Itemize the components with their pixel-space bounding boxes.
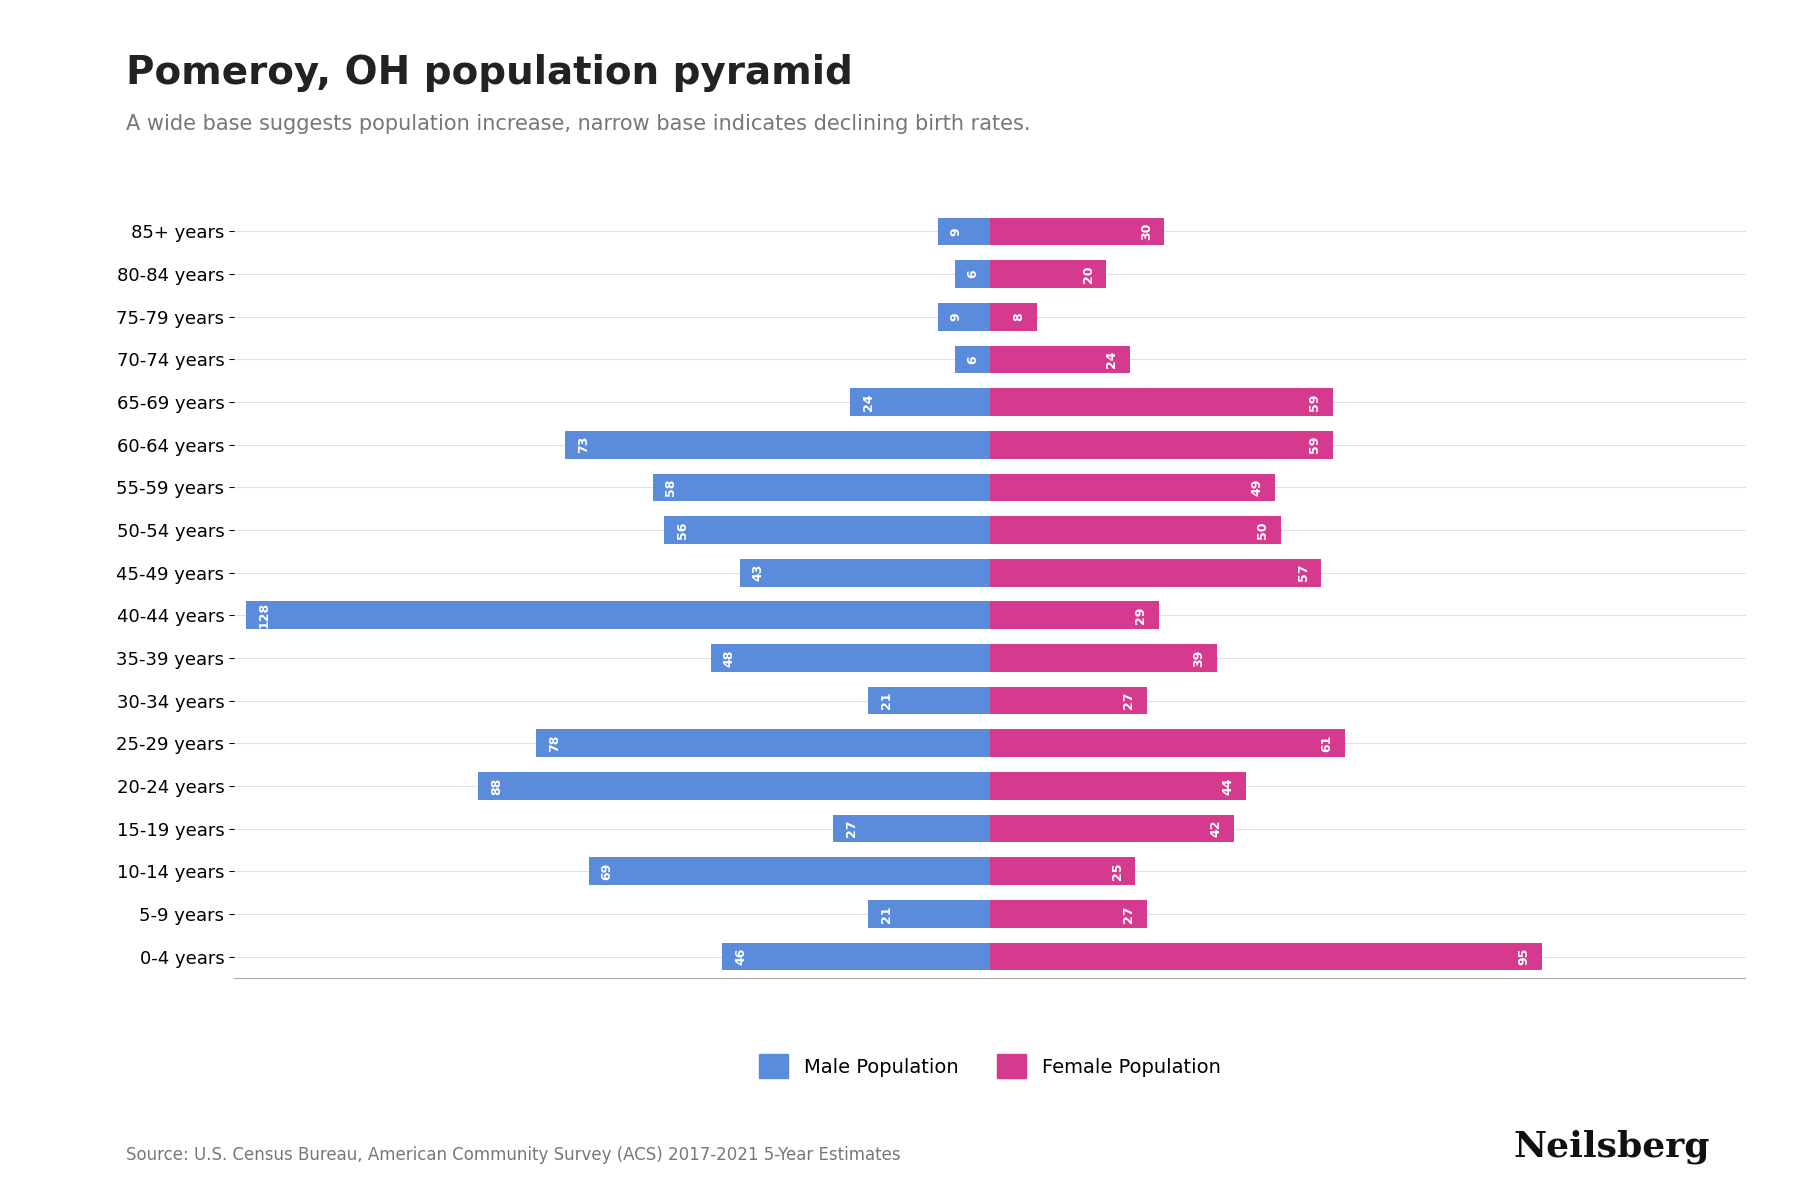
Text: 73: 73 xyxy=(578,436,590,454)
Bar xyxy=(565,431,990,458)
Text: 20: 20 xyxy=(1082,265,1094,283)
Text: 25: 25 xyxy=(1111,863,1123,880)
Text: 9: 9 xyxy=(949,227,963,236)
Text: 48: 48 xyxy=(722,649,736,667)
Bar xyxy=(833,815,990,842)
Bar xyxy=(722,943,990,971)
Bar xyxy=(589,857,990,886)
Text: 50: 50 xyxy=(1256,521,1269,539)
Text: 30: 30 xyxy=(1139,223,1152,240)
Text: 39: 39 xyxy=(1192,649,1206,666)
Bar xyxy=(956,260,990,288)
Text: 57: 57 xyxy=(1296,564,1310,582)
Bar xyxy=(868,686,990,714)
Bar xyxy=(990,516,1282,544)
Text: 43: 43 xyxy=(752,564,765,581)
Text: 8: 8 xyxy=(1012,312,1024,322)
Text: 78: 78 xyxy=(547,734,562,752)
Bar xyxy=(990,644,1217,672)
Bar xyxy=(990,474,1274,502)
Bar xyxy=(990,686,1147,714)
Bar xyxy=(990,217,1165,245)
Text: 59: 59 xyxy=(1309,436,1321,454)
Text: 9: 9 xyxy=(949,312,963,322)
Text: 27: 27 xyxy=(1123,692,1136,709)
Bar xyxy=(990,389,1334,416)
Bar xyxy=(938,302,990,331)
Bar xyxy=(938,217,990,245)
Bar xyxy=(868,900,990,928)
Text: 29: 29 xyxy=(1134,607,1147,624)
Text: 61: 61 xyxy=(1319,734,1334,752)
Bar xyxy=(479,772,990,799)
Text: 27: 27 xyxy=(1123,905,1136,923)
Bar xyxy=(990,772,1246,799)
Bar xyxy=(990,857,1136,886)
Legend: Male Population, Female Population: Male Population, Female Population xyxy=(740,1036,1240,1098)
Text: 24: 24 xyxy=(1105,350,1118,368)
Text: Source: U.S. Census Bureau, American Community Survey (ACS) 2017-2021 5-Year Est: Source: U.S. Census Bureau, American Com… xyxy=(126,1146,900,1164)
Text: 6: 6 xyxy=(967,270,979,278)
Text: 44: 44 xyxy=(1220,778,1235,794)
Text: 42: 42 xyxy=(1210,820,1222,838)
Bar xyxy=(740,559,990,587)
Text: 27: 27 xyxy=(844,820,857,838)
Text: 46: 46 xyxy=(734,948,747,965)
Text: 21: 21 xyxy=(880,692,893,709)
Text: 24: 24 xyxy=(862,394,875,410)
Text: 6: 6 xyxy=(967,355,979,364)
Bar xyxy=(664,516,990,544)
Text: 88: 88 xyxy=(490,778,502,794)
Bar xyxy=(850,389,990,416)
Bar xyxy=(990,346,1130,373)
Bar xyxy=(990,815,1235,842)
Text: A wide base suggests population increase, narrow base indicates declining birth : A wide base suggests population increase… xyxy=(126,114,1030,134)
Text: Neilsberg: Neilsberg xyxy=(1514,1129,1710,1164)
Text: Pomeroy, OH population pyramid: Pomeroy, OH population pyramid xyxy=(126,54,853,92)
Text: 95: 95 xyxy=(1517,948,1530,965)
Bar xyxy=(990,730,1345,757)
Bar xyxy=(990,260,1107,288)
Text: 58: 58 xyxy=(664,479,677,496)
Text: 59: 59 xyxy=(1309,394,1321,410)
Text: 49: 49 xyxy=(1251,479,1264,496)
Text: 128: 128 xyxy=(257,602,270,629)
Bar xyxy=(653,474,990,502)
Bar xyxy=(990,601,1159,629)
Bar xyxy=(245,601,990,629)
Bar xyxy=(536,730,990,757)
Text: 69: 69 xyxy=(601,863,614,880)
Bar xyxy=(990,943,1543,971)
Bar xyxy=(990,559,1321,587)
Bar xyxy=(990,431,1334,458)
Bar xyxy=(990,302,1037,331)
Bar xyxy=(711,644,990,672)
Bar xyxy=(956,346,990,373)
Text: 56: 56 xyxy=(677,521,689,539)
Bar xyxy=(990,900,1147,928)
Text: 21: 21 xyxy=(880,905,893,923)
